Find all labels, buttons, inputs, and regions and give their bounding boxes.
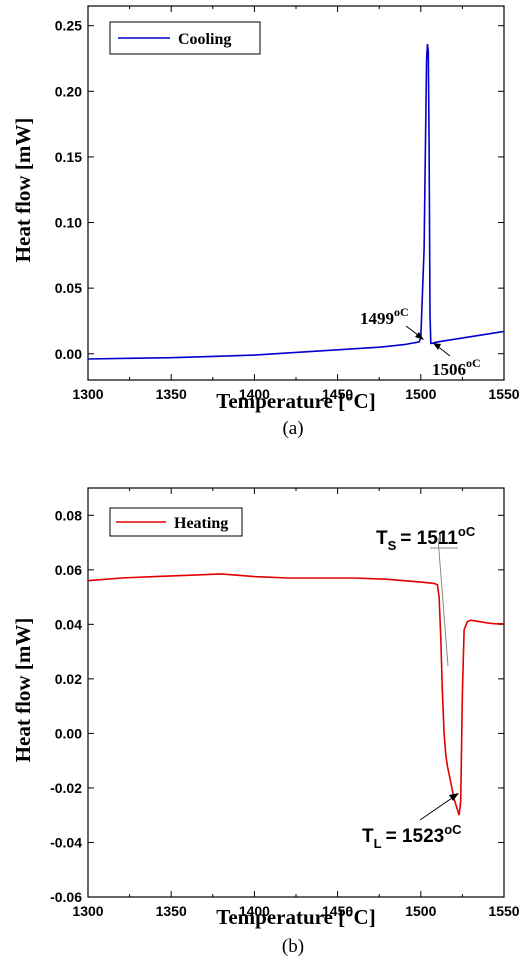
y-axis-label-a: Heat flow [mW] xyxy=(11,118,35,263)
annotation-1506: 1506oC xyxy=(432,356,481,379)
x-tick-label-b: 1350 xyxy=(156,903,187,919)
y-tick-label-a: 0.25 xyxy=(55,18,82,34)
caption-a: (a) xyxy=(282,418,303,439)
y-tick-label-a: 0.15 xyxy=(55,149,82,165)
x-axis-label-a: Temperature [°C] xyxy=(216,389,375,413)
plot-frame-a xyxy=(87,5,505,381)
x-tick-label-a: 1300 xyxy=(72,386,103,402)
y-tick-label-b: 0.02 xyxy=(55,671,82,687)
x-tick-label-b: 1450 xyxy=(322,903,353,919)
ticks-b: 1300 1350 1400 1450 1500 1550 0.08 0.06 0.04 0.02… xyxy=(50,488,520,919)
y-tick-label-b: -0.02 xyxy=(50,780,82,796)
series-line-heating xyxy=(87,573,504,816)
y-tick-label-a: 0.05 xyxy=(55,280,82,296)
y-tick-label-b: -0.04 xyxy=(50,834,82,850)
legend-label-cooling: Cooling xyxy=(178,31,231,48)
chart-heating: 1300 1350 1400 1450 1500 1550 0.08 0.06 0.04 0.02… xyxy=(11,487,520,957)
ticks-a: 1300 1350 1400 1450 1500 1550 0.00 0.05 0.10 0.15… xyxy=(55,6,520,402)
y-axis-label-b: Heat flow [mW] xyxy=(11,618,35,763)
arrowhead-1499 xyxy=(415,332,424,340)
x-tick-label-b: 1550 xyxy=(488,903,519,919)
y-tick-label-b: -0.06 xyxy=(50,889,82,905)
y-tick-label-a: 0.10 xyxy=(55,215,82,231)
x-tick-label-a: 1550 xyxy=(488,386,519,402)
y-tick-label-a: 0.20 xyxy=(55,83,82,99)
legend-label-heating: Heating xyxy=(174,515,228,532)
x-axis-label-b: Temperature [°C] xyxy=(216,905,375,929)
x-tick-label-b: 1500 xyxy=(405,903,436,919)
annotation-tl: TL = 1523oC xyxy=(362,822,462,851)
x-tick-label-a: 1450 xyxy=(322,386,353,402)
x-tick-label-b: 1300 xyxy=(72,903,103,919)
axes-a xyxy=(87,5,505,381)
annotation-arrow-tl xyxy=(419,795,456,821)
y-tick-label-b: 0.00 xyxy=(55,725,82,741)
onset-tangent-vertical xyxy=(437,537,449,667)
x-tick-label-a: 1500 xyxy=(405,386,436,402)
x-tick-label-b: 1400 xyxy=(239,903,270,919)
caption-b: (b) xyxy=(282,936,304,957)
y-tick-label-b: 0.04 xyxy=(55,616,82,632)
x-tick-label-a: 1350 xyxy=(156,386,187,402)
arrowhead-1506 xyxy=(433,343,441,350)
y-tick-label-b: 0.06 xyxy=(55,562,82,578)
y-tick-label-a: 0.00 xyxy=(55,346,82,362)
chart-cooling: 1300 1350 1400 1450 1500 1550 0.00 0.05 0.10 0.15… xyxy=(11,5,520,439)
x-tick-label-a: 1400 xyxy=(239,386,270,402)
y-tick-label-b: 0.08 xyxy=(55,507,82,523)
annotation-1499: 1499oC xyxy=(360,305,409,328)
annotation-ts: TS = 1511oC xyxy=(376,524,476,553)
series-line-cooling xyxy=(87,44,505,360)
arrowhead-tl xyxy=(449,793,459,801)
